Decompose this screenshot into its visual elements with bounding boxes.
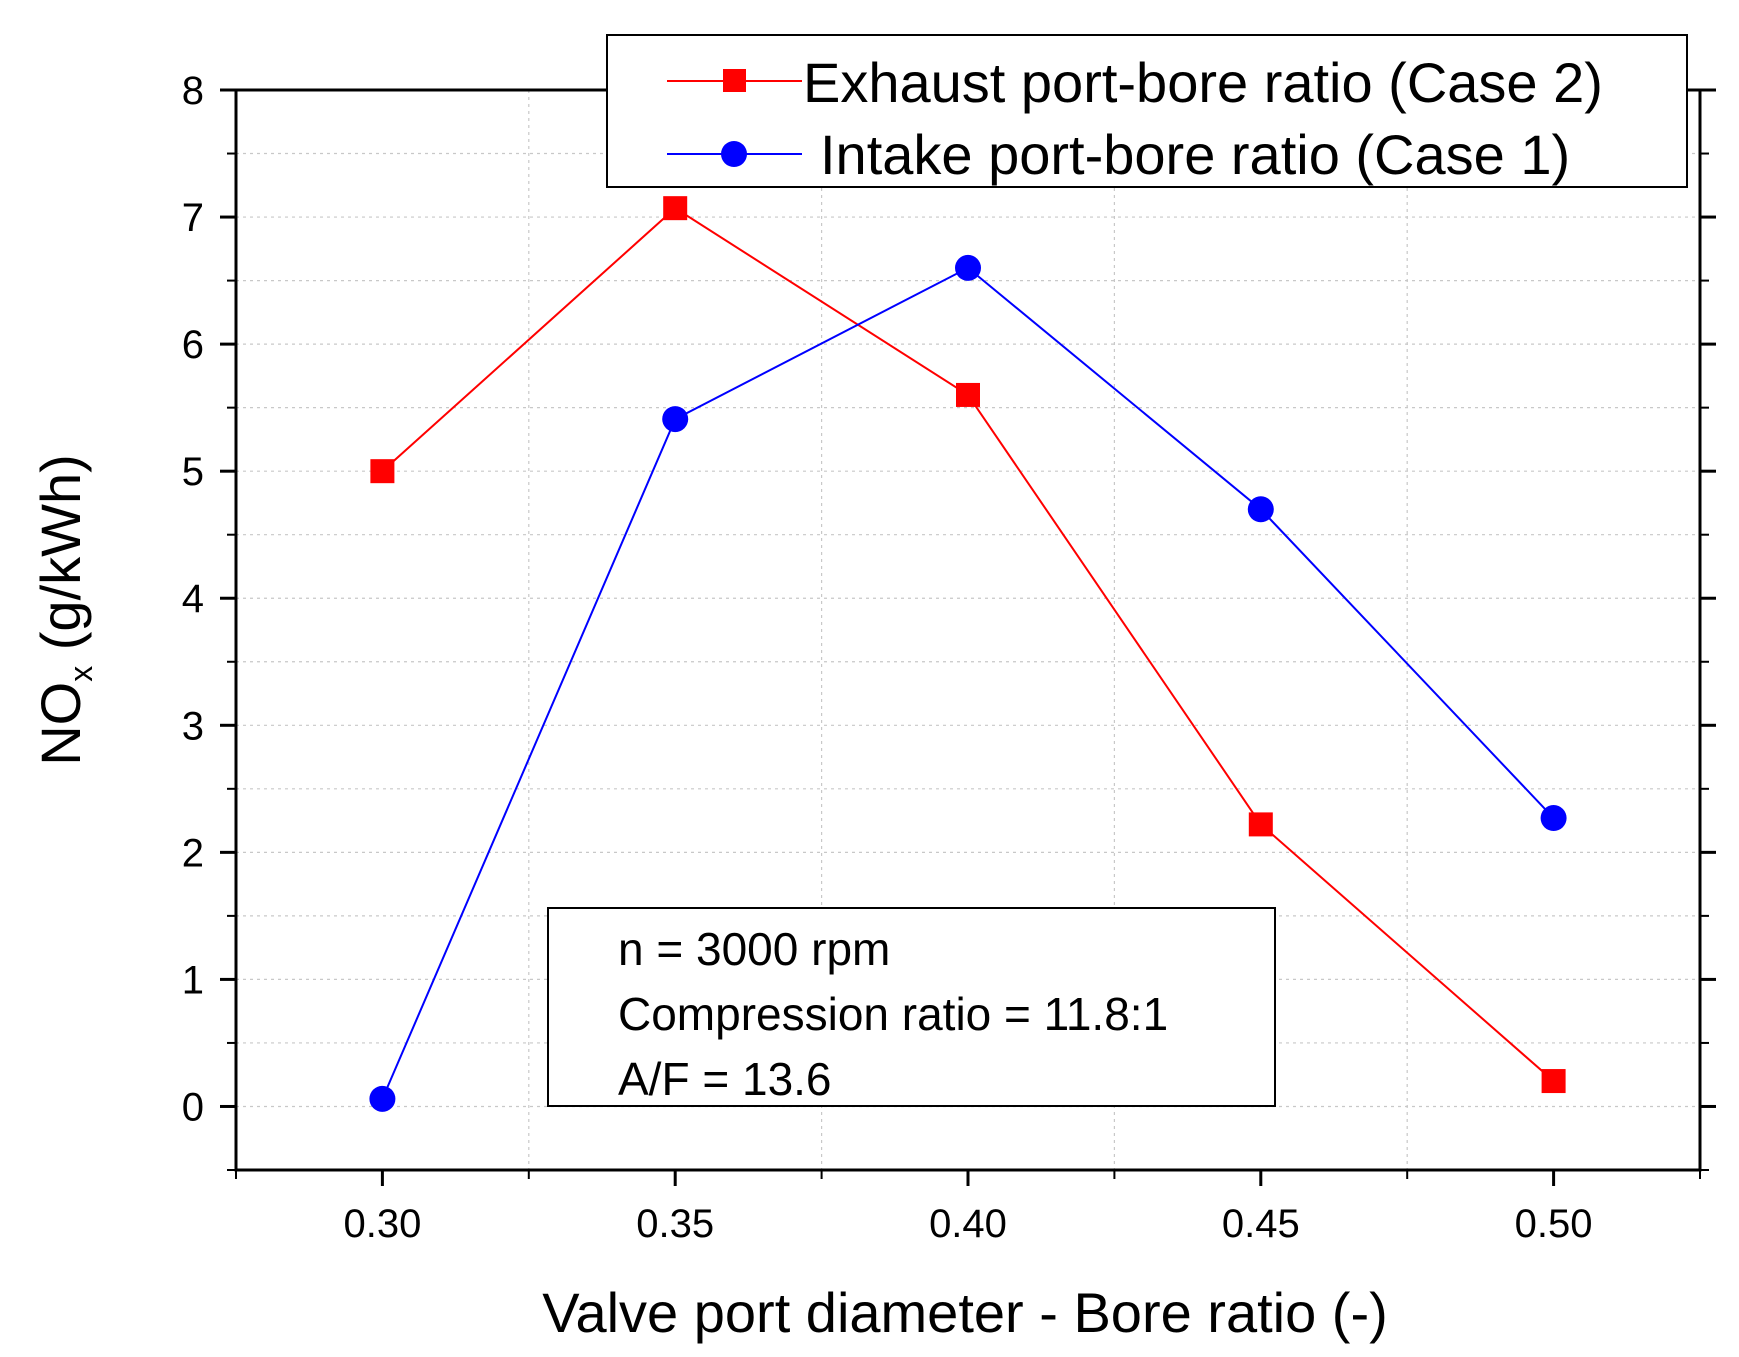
- data-point-intake: [1247, 496, 1274, 523]
- annotation-frame: [547, 907, 1276, 1107]
- y-tick-label: 5: [182, 450, 204, 494]
- legend-label-exhaust: Exhaust port-bore ratio (Case 2): [803, 51, 1603, 114]
- data-point-intake: [1540, 805, 1567, 832]
- tick-labels: 0 1 2 3 4 5 6 7 8 0.30 0.35 0.40 0.45 0.50: [182, 69, 1593, 1246]
- x-tick-label: 0.50: [1515, 1202, 1593, 1246]
- y-tick-label: 8: [182, 69, 204, 113]
- y-axis-title-subscript: x: [63, 666, 99, 682]
- legend-marker-intake: [721, 141, 747, 167]
- data-point-exhaust: [1541, 1069, 1566, 1094]
- data-point-intake: [662, 406, 689, 433]
- y-axis-title-unit: (g/kWh): [29, 454, 92, 666]
- data-point-intake: [369, 1085, 396, 1112]
- y-tick-label: 0: [182, 1085, 204, 1129]
- annotation-line-2: Compression ratio = 11.8:1: [618, 988, 1168, 1040]
- data-point-exhaust: [663, 196, 688, 221]
- legend-label-intake: Intake port-bore ratio (Case 1): [820, 123, 1570, 186]
- x-tick-label: 0.30: [343, 1202, 421, 1246]
- series-intake: [369, 254, 1567, 1112]
- annotation-line-1: n = 3000 rpm: [618, 923, 890, 975]
- data-point-exhaust: [1248, 812, 1273, 837]
- data-point-intake: [955, 254, 981, 281]
- annotation-line-3: A/F = 13.6: [618, 1053, 832, 1105]
- y-tick-label: 6: [182, 323, 204, 367]
- data-point-exhaust: [956, 382, 980, 407]
- legend-marker-exhaust: [723, 69, 746, 92]
- axis-ticks: [220, 88, 1716, 1186]
- legend-box: [606, 34, 1688, 188]
- x-axis-title: Valve port diameter - Bore ratio (-): [542, 1281, 1387, 1344]
- series-layer: [369, 196, 1567, 1112]
- data-point-exhaust: [370, 459, 395, 484]
- series-exhaust: [370, 196, 1566, 1094]
- annotation-box: n = 3000 rpm Compression ratio = 11.8:1 …: [547, 907, 1276, 1107]
- legend: Exhaust port-bore ratio (Case 2) Intake …: [606, 34, 1688, 188]
- y-tick-label: 7: [182, 196, 204, 240]
- y-axis-title: NOx (g/kWh): [29, 454, 99, 766]
- y-axis-title-main: NO: [29, 682, 92, 766]
- x-tick-label: 0.35: [636, 1202, 714, 1246]
- y-tick-label: 3: [182, 704, 204, 748]
- y-tick-label: 2: [182, 831, 204, 875]
- y-tick-label: 1: [182, 958, 204, 1002]
- x-tick-label: 0.40: [929, 1202, 1007, 1246]
- y-tick-label: 4: [182, 577, 204, 621]
- x-tick-label: 0.45: [1222, 1202, 1300, 1246]
